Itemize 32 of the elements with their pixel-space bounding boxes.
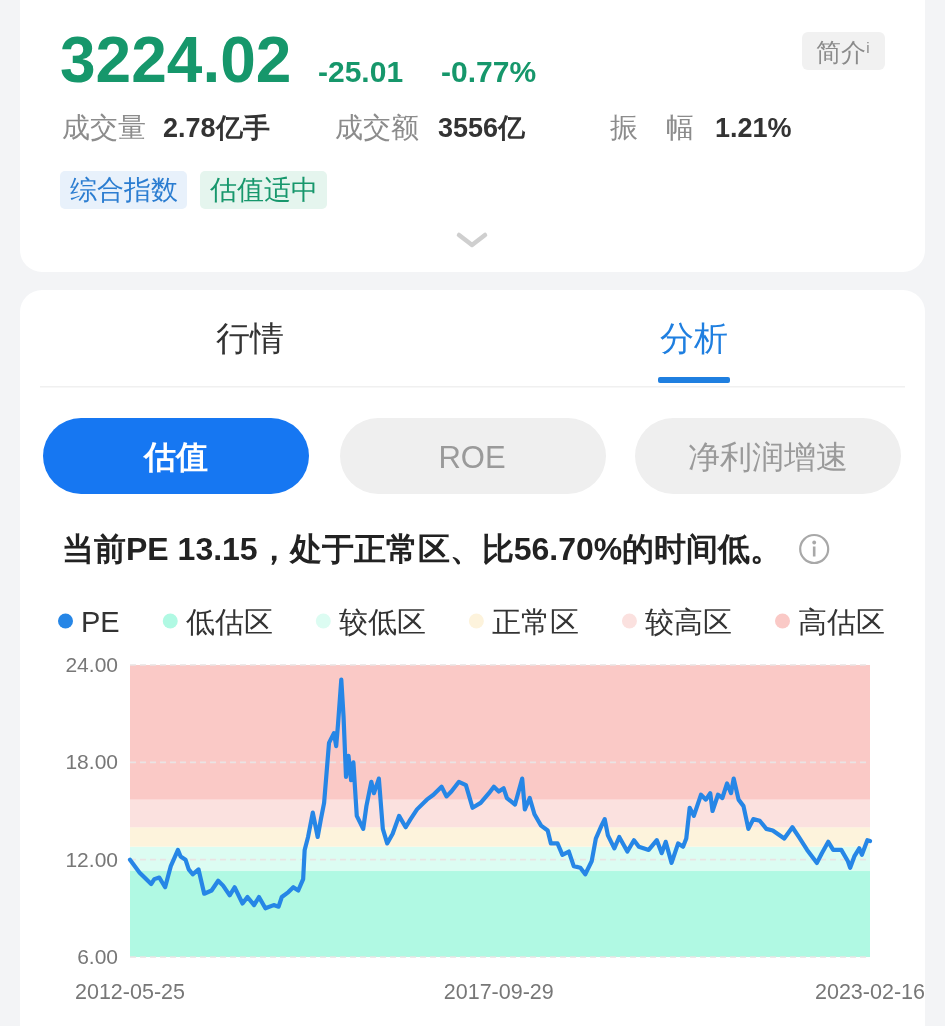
text: 分析 (660, 319, 728, 357)
text: 3556亿 (438, 113, 527, 143)
text: 行情 (216, 319, 284, 357)
text: 3224.02 (60, 24, 292, 96)
text: ROE (438, 440, 506, 475)
text: 估值适中 (208, 175, 318, 205)
x-tick-label: 2012-05-25 (75, 980, 186, 1004)
y-tick-label: 6.00 (77, 945, 118, 968)
text: -25.01 (318, 55, 404, 88)
legend-label: 较低区 (338, 606, 426, 638)
text: 简介$^{i}$ (816, 38, 870, 66)
text: 综合指数 (69, 175, 178, 205)
text: 成交额 (335, 112, 419, 143)
x-tick-label: 2017-09-29 (443, 980, 554, 1004)
y-tick-label: 24.00 (65, 653, 118, 676)
text: -0.77% (441, 55, 537, 88)
legend-label: 低估区 (185, 606, 273, 638)
x-tick-label: 2023-02-16 (815, 980, 926, 1004)
line-series (127, 677, 873, 911)
text: 净利润增速 (688, 439, 848, 475)
text: 2.78亿手 (163, 113, 270, 143)
y-tick-label: 12.00 (65, 847, 118, 871)
text: 成交量 (62, 112, 146, 143)
text: 1.21% (715, 113, 792, 143)
legend-label: 较高区 (644, 606, 732, 638)
text: 估值 (142, 439, 208, 475)
chart-title: 当前PE 13.15，处于正常区、比56.70%的时间低。 (62, 531, 783, 567)
y-tick-label: 18.00 (65, 750, 118, 774)
legend-label: PE (81, 606, 120, 638)
legend-label: 正常区 (491, 606, 579, 638)
legend-label: 高估区 (798, 606, 885, 638)
text: 振 幅 (610, 112, 694, 143)
